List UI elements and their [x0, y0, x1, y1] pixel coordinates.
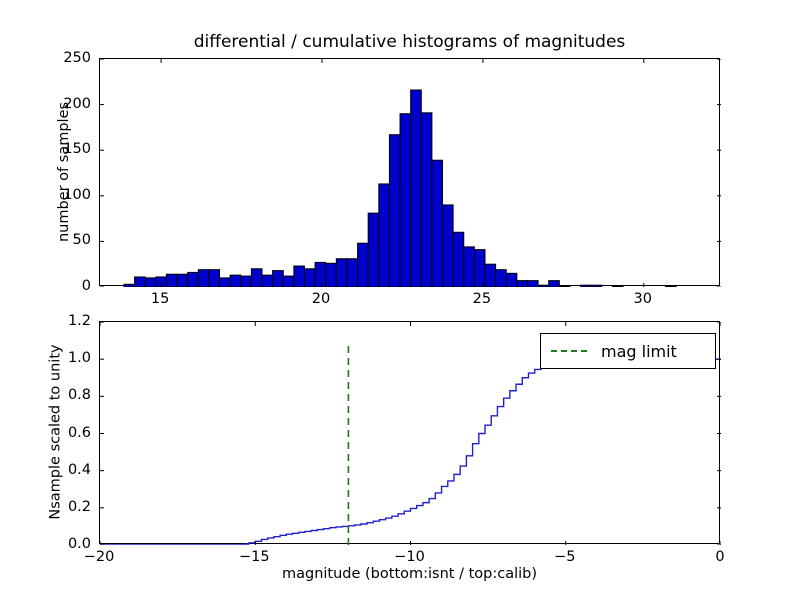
histogram-bar — [230, 275, 241, 287]
legend-dashed-line-icon — [551, 350, 587, 352]
top-y-tick-label: 250 — [43, 50, 91, 66]
histogram-bar — [559, 286, 570, 287]
bottom-x-tick-label: −5 — [554, 549, 575, 565]
differential-histogram-plot — [100, 59, 721, 287]
histogram-bar — [421, 113, 432, 287]
histogram-bar — [304, 269, 315, 287]
histogram-bar — [581, 285, 592, 287]
histogram-bar — [166, 274, 177, 287]
bottom-y-tick-label: 0.4 — [43, 462, 91, 478]
bottom-x-tick-label: −15 — [239, 549, 270, 565]
bottom-y-tick-label: 1.2 — [43, 313, 91, 329]
figure-xlabel: magnitude (bottom:isnt / top:calib) — [99, 566, 720, 582]
top-x-tick-label: 30 — [634, 291, 652, 307]
matplotlib-figure: differential / cumulative histograms of … — [0, 0, 800, 600]
histogram-bar — [188, 272, 199, 287]
histogram-bar — [326, 263, 337, 287]
bottom-x-tick-label: −10 — [394, 549, 425, 565]
histogram-bar — [612, 286, 623, 287]
histogram-bars — [124, 90, 676, 287]
histogram-bar — [666, 286, 677, 287]
top-x-tick-label: 25 — [473, 291, 491, 307]
histogram-bar — [538, 285, 549, 287]
top-x-tick-label: 15 — [151, 291, 169, 307]
histogram-bar — [135, 277, 146, 287]
histogram-bar — [124, 284, 135, 287]
histogram-bar — [443, 205, 454, 287]
bottom-y-tick-label: 1.0 — [43, 350, 91, 366]
bottom-x-tick-label: −20 — [84, 549, 115, 565]
bottom-y-tick-label: 0.2 — [43, 499, 91, 515]
histogram-bar — [241, 276, 252, 287]
histogram-bar — [209, 270, 220, 287]
top-y-tick-label: 100 — [43, 187, 91, 203]
histogram-bar — [145, 278, 156, 287]
bottom-y-tick-label: 0.8 — [43, 387, 91, 403]
legend: mag limit — [540, 333, 716, 369]
top-axis-ylabel: number of samples — [56, 58, 72, 286]
top-x-tick-label: 20 — [312, 291, 330, 307]
histogram-bar — [294, 266, 305, 287]
top-y-tick-label: 150 — [43, 141, 91, 157]
bottom-y-tick-label: 0.6 — [43, 425, 91, 441]
histogram-bar — [347, 259, 358, 287]
histogram-bar — [496, 270, 507, 287]
histogram-bar — [591, 285, 602, 287]
histogram-bar — [506, 273, 517, 287]
histogram-bar — [389, 135, 400, 287]
histogram-bar — [432, 160, 443, 287]
histogram-bar — [315, 262, 326, 287]
top-y-tick-label: 0 — [43, 278, 91, 294]
histogram-bar — [517, 281, 528, 287]
histogram-bar — [379, 184, 390, 287]
cumulative-curve — [100, 359, 721, 545]
axes-differential-histogram — [99, 58, 720, 286]
histogram-bar — [336, 259, 347, 287]
histogram-bar — [527, 281, 538, 287]
legend-label-mag-limit: mag limit — [601, 342, 677, 361]
top-y-tick-label: 200 — [43, 96, 91, 112]
histogram-bar — [453, 232, 464, 287]
histogram-bar — [177, 274, 188, 287]
histogram-bar — [273, 271, 284, 287]
histogram-bar — [220, 278, 231, 287]
histogram-bar — [198, 270, 209, 287]
bottom-x-tick-label: 0 — [715, 549, 724, 565]
histogram-bar — [464, 247, 475, 287]
top-y-tick-label: 50 — [43, 232, 91, 248]
histogram-bar — [283, 276, 294, 287]
histogram-bar — [262, 275, 273, 287]
histogram-bar — [411, 90, 422, 287]
histogram-bar — [549, 281, 560, 287]
histogram-bar — [400, 114, 411, 287]
histogram-bar — [358, 243, 369, 287]
histogram-bar — [485, 264, 496, 287]
histogram-bar — [474, 250, 485, 287]
histogram-bar — [368, 213, 379, 287]
figure-title: differential / cumulative histograms of … — [99, 32, 720, 52]
histogram-bar — [251, 269, 262, 287]
